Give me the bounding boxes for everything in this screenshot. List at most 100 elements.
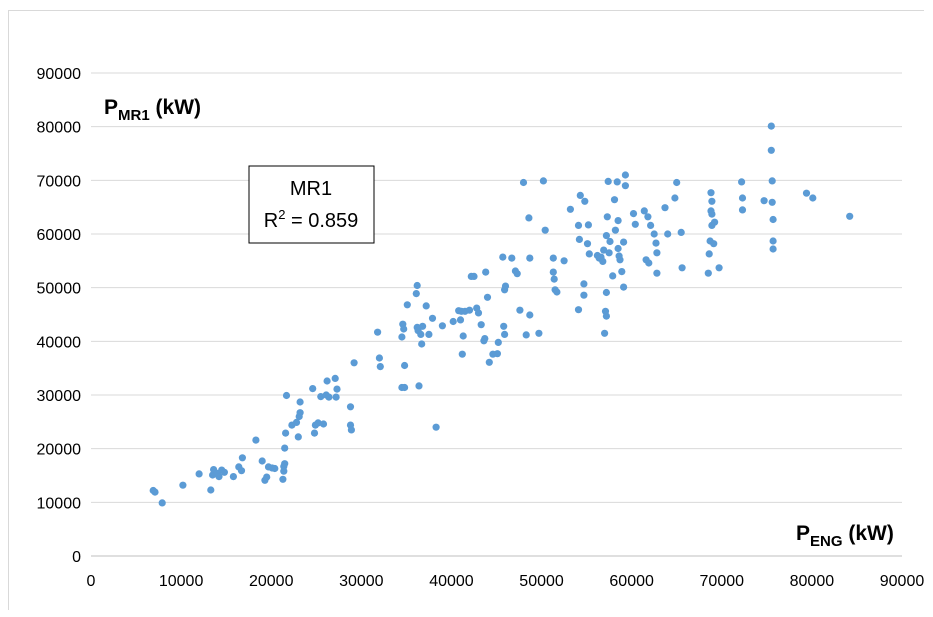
data-point (604, 177, 612, 185)
data-point (263, 473, 271, 481)
data-point (501, 330, 509, 338)
data-point (629, 210, 638, 218)
data-point (738, 206, 747, 214)
data-point (415, 382, 423, 390)
data-point (483, 293, 492, 301)
x-tick-label: 60000 (609, 573, 654, 590)
data-point (575, 235, 584, 243)
data-point (438, 322, 446, 330)
data-point (539, 177, 548, 185)
data-point (347, 426, 355, 434)
x-axis-label: PENG (kW) (796, 522, 894, 550)
y-tick-label: 70000 (37, 173, 82, 190)
x-tick-label: 50000 (519, 573, 564, 590)
data-point (704, 269, 712, 277)
data-point (332, 393, 340, 401)
data-point (481, 335, 489, 343)
data-point (602, 288, 611, 297)
data-point (710, 240, 718, 248)
data-point (650, 230, 658, 238)
data-point (616, 256, 624, 264)
data-point (403, 301, 411, 309)
data-point (314, 419, 322, 427)
data-point (760, 197, 768, 205)
y-tick-label: 40000 (37, 334, 82, 351)
data-point (237, 467, 246, 475)
data-point (581, 197, 589, 205)
data-point (456, 316, 465, 324)
data-point (309, 385, 317, 393)
data-point (708, 210, 716, 218)
data-point (418, 340, 426, 348)
y-tick-label: 60000 (37, 227, 82, 244)
data-point (459, 332, 467, 340)
data-point (767, 122, 775, 130)
data-point (550, 275, 558, 283)
y-tick-label: 0 (72, 549, 81, 566)
data-point (566, 205, 575, 213)
data-point (325, 393, 333, 401)
data-point (474, 309, 483, 317)
data-point (673, 178, 681, 187)
data-point (769, 237, 777, 245)
data-point (425, 330, 433, 338)
data-point (602, 232, 611, 240)
data-point (376, 363, 384, 371)
data-point (601, 329, 609, 337)
data-point (599, 257, 607, 265)
data-point (296, 409, 304, 417)
data-point (549, 254, 557, 262)
data-point (574, 306, 583, 314)
data-point (229, 473, 237, 481)
x-tick-label: 70000 (700, 573, 745, 590)
data-point (516, 306, 524, 314)
data-point (501, 282, 510, 290)
data-point (707, 189, 715, 197)
data-point (768, 198, 776, 206)
x-tick-label: 30000 (339, 573, 384, 590)
data-point (553, 288, 561, 296)
data-point (526, 254, 534, 262)
x-tick-label: 10000 (159, 573, 204, 590)
data-point (678, 264, 686, 272)
data-point (584, 221, 593, 229)
data-point (664, 230, 672, 238)
annotation-title: MR1 (290, 178, 332, 200)
data-point (417, 330, 425, 338)
data-point (419, 322, 427, 330)
data-point (519, 178, 528, 187)
x-tick-label: 90000 (880, 573, 925, 590)
data-point (526, 311, 534, 319)
data-point (600, 246, 608, 254)
x-tick-label: 40000 (429, 573, 474, 590)
chart-frame (8, 10, 924, 610)
data-point (271, 464, 279, 473)
data-point (151, 488, 159, 496)
data-point (282, 391, 291, 400)
data-point (296, 398, 304, 406)
x-tick-label: 80000 (790, 573, 835, 590)
data-point (346, 403, 355, 411)
data-point (401, 361, 409, 370)
data-point (535, 329, 543, 337)
data-point (738, 178, 746, 186)
data-point (323, 377, 331, 385)
data-point (292, 418, 301, 426)
data-point (477, 321, 485, 329)
data-point (767, 146, 775, 154)
data-point (603, 213, 611, 221)
data-point (375, 354, 383, 362)
data-point (513, 270, 521, 278)
data-point (738, 194, 747, 202)
data-point (333, 385, 341, 393)
data-point (580, 280, 588, 288)
data-point (653, 249, 661, 257)
data-point (661, 204, 669, 212)
gridlines (91, 72, 902, 503)
data-point (350, 359, 358, 367)
data-point (611, 226, 620, 234)
y-tick-labels: 0 10000 20000 30000 40000 50000 60000 70000 8000… (37, 66, 82, 566)
data-points (149, 122, 854, 507)
data-point (715, 264, 723, 272)
